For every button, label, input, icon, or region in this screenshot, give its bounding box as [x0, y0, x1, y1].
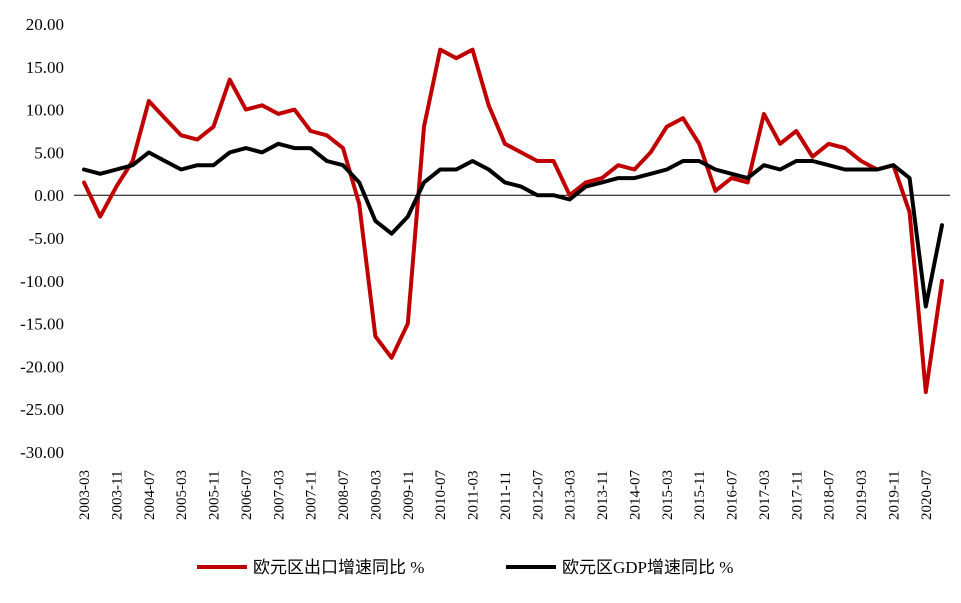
y-tick-label: -15.00 [20, 315, 64, 334]
gdp-growth-line [82, 141, 944, 309]
legend-label-gdp: 欧元区GDP增速同比 % [562, 558, 733, 577]
export-growth-line [82, 47, 944, 395]
x-tick-label: 2009-11 [401, 471, 417, 520]
x-tick-label: 2008-07 [336, 470, 352, 520]
y-tick-label: -10.00 [20, 272, 64, 291]
x-tick-label: 2017-03 [757, 470, 773, 520]
x-tick-label: 2007-03 [271, 470, 287, 520]
x-tick-label: 2019-03 [854, 470, 870, 520]
x-tick-label: 2010-07 [433, 470, 449, 520]
legend: 欧元区出口增速同比 % 欧元区GDP增速同比 % [197, 558, 733, 577]
x-tick-label: 2011-11 [498, 471, 514, 520]
x-tick-label: 2020-07 [919, 470, 935, 520]
y-tick-label: 20.00 [26, 15, 64, 34]
x-tick-label: 2007-11 [304, 471, 320, 520]
x-tick-label: 2011-03 [466, 471, 482, 520]
x-tick-label: 2017-11 [789, 471, 805, 520]
x-tick-label: 2015-11 [692, 471, 708, 520]
x-tick-label: 2003-11 [109, 471, 125, 520]
y-axis-ticks: 20.00 15.00 10.00 5.00 0.00 -5.00 -10.00 -15.00… [20, 15, 64, 462]
x-tick-label: 2019-11 [886, 471, 902, 520]
y-tick-label: -5.00 [29, 229, 64, 248]
x-tick-label: 2005-11 [207, 471, 223, 520]
x-axis-ticks: 2003-03 2003-11 2004-07 2005-03 2005-11 2006-… [77, 470, 935, 520]
y-tick-label: 5.00 [34, 143, 64, 162]
y-tick-label: -25.00 [20, 400, 64, 419]
x-tick-label: 2006-07 [239, 470, 255, 520]
series-layer [82, 47, 944, 395]
y-tick-label: 0.00 [34, 186, 64, 205]
legend-label-export: 欧元区出口增速同比 % [253, 558, 424, 577]
x-tick-label: 2013-11 [595, 471, 611, 520]
x-tick-label: 2005-03 [174, 470, 190, 520]
y-tick-label: 15.00 [26, 58, 64, 77]
x-tick-label: 2016-07 [725, 470, 741, 520]
x-tick-label: 2014-07 [627, 470, 643, 520]
x-tick-label: 2009-03 [368, 470, 384, 520]
x-tick-label: 2018-07 [822, 470, 838, 520]
x-tick-label: 2012-07 [530, 470, 546, 520]
x-tick-label: 2015-03 [660, 470, 676, 520]
x-tick-label: 2004-07 [142, 470, 158, 520]
y-tick-label: -20.00 [20, 357, 64, 376]
y-tick-label: 10.00 [26, 101, 64, 120]
x-tick-label: 2003-03 [77, 470, 93, 520]
y-tick-label: -30.00 [20, 443, 64, 462]
x-tick-label: 2013-03 [563, 470, 579, 520]
